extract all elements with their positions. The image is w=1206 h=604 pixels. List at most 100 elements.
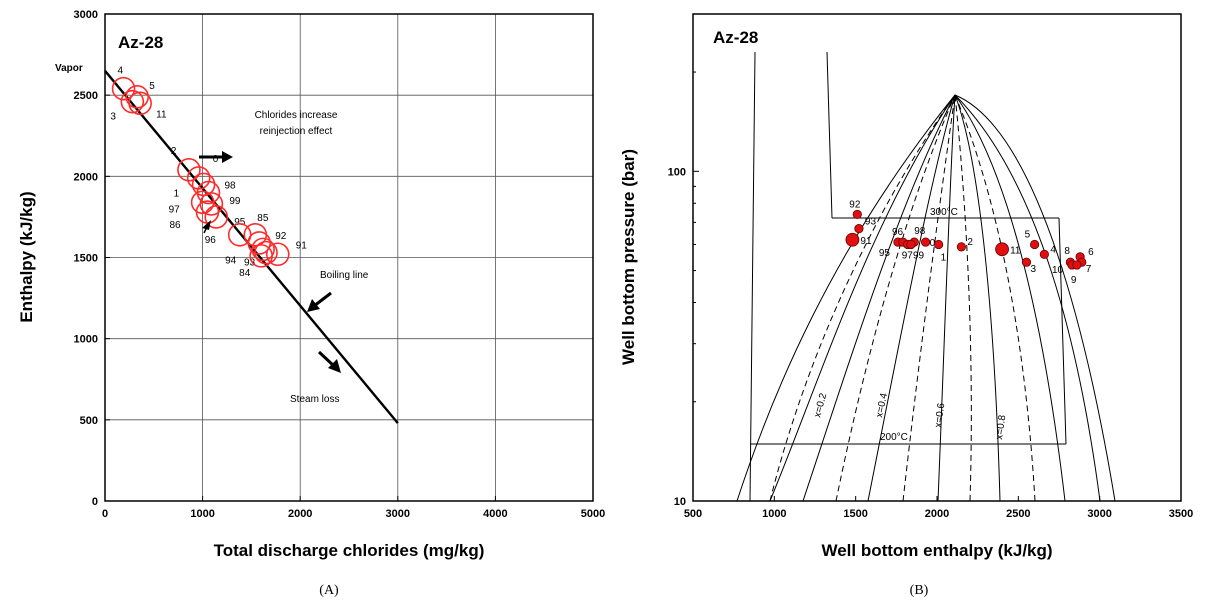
tick-label-x: 3500 — [1169, 508, 1193, 520]
panel-a-ticks: 0 1000 2000 3000 4000 5000 0 500 1000 1500 2000 250… — [74, 9, 606, 520]
saturation-dome — [736, 51, 1116, 502]
point-label-a: 99 — [229, 196, 241, 207]
point-label-a: 1 — [174, 188, 180, 199]
boiling-line-label: Boiling line — [320, 270, 369, 281]
point-label-a: 96 — [205, 235, 217, 246]
panel-a-xlabel: Total discharge chlorides (mg/kg) — [214, 541, 485, 560]
data-point-b — [956, 242, 967, 252]
data-point-b — [1039, 249, 1049, 259]
quality-label-0-6: x=0.6 — [933, 402, 947, 428]
tick-label-y: 1500 — [74, 253, 98, 265]
tick-label-y: 1000 — [74, 334, 98, 346]
tick-label-x: 3000 — [386, 508, 410, 520]
tick-label-y: 500 — [80, 415, 98, 427]
panel-b-xlabel: Well bottom enthalpy (kJ/kg) — [821, 541, 1052, 560]
data-point-a — [249, 244, 273, 268]
tick-label-x: 5000 — [581, 508, 605, 520]
point-label-a: 84 — [239, 268, 251, 279]
point-label-b: 6 — [1088, 247, 1094, 258]
data-point-b — [845, 232, 860, 247]
tick-label-x: 4000 — [483, 508, 507, 520]
point-label-a: 86 — [169, 220, 181, 231]
data-point-a — [111, 76, 136, 101]
point-label-a: 0 — [213, 154, 219, 165]
point-label-b: 0 — [930, 238, 936, 249]
tick-label-x: 2500 — [1006, 508, 1030, 520]
panel-a-points: 4 5 3 11 2 0 1 98 97 99 86 95 85 96 92 94 93 91 84 — [110, 66, 307, 279]
tick-label-y: 100 — [668, 166, 686, 178]
quality-lines — [769, 94, 1036, 502]
point-label-b: 1 — [941, 252, 947, 263]
boiling-line — [104, 70, 399, 424]
data-point-b — [852, 209, 862, 220]
tick-label-y: 2500 — [74, 90, 98, 102]
point-label-a: 95 — [234, 217, 246, 228]
data-point-b — [921, 237, 931, 247]
chlorides-annotation-line2: reinjection effect — [260, 126, 333, 137]
data-point-a — [120, 89, 145, 114]
point-label-b: 2 — [967, 237, 973, 248]
point-label-b: 91 — [860, 236, 872, 247]
data-point-b — [995, 242, 1009, 257]
panel-a: 0 1000 2000 3000 4000 5000 0 500 1000 1500 2000 250… — [17, 9, 605, 598]
panel-b-title: Az-28 — [713, 28, 758, 47]
arrow-right-icon — [199, 151, 233, 163]
data-point-a — [254, 240, 278, 265]
panel-a-grid — [105, 14, 593, 501]
data-point-b — [1072, 260, 1082, 270]
data-point-a — [177, 158, 201, 182]
tick-label-x: 0 — [102, 508, 108, 520]
point-label-b: 99 — [913, 250, 925, 261]
panel-a-ylabel: Enthalpy (kJ/kg) — [17, 191, 36, 322]
point-label-a: 93 — [244, 258, 256, 269]
point-label-b: 8 — [1064, 246, 1070, 257]
tick-label-x: 2000 — [288, 508, 312, 520]
tick-label-y: 10 — [674, 496, 686, 508]
point-label-b: 7 — [1086, 264, 1092, 275]
data-point-a — [204, 205, 229, 229]
tick-label-x: 1000 — [190, 508, 214, 520]
point-label-a: 94 — [225, 255, 237, 266]
point-label-a: 5 — [149, 81, 155, 92]
tick-label-x: 1500 — [843, 508, 867, 520]
point-label-b: 5 — [1025, 229, 1031, 240]
point-label-b: 10 — [1052, 265, 1064, 276]
point-label-a: 4 — [118, 66, 124, 77]
point-label-b: 93 — [865, 217, 877, 228]
isotherm-300-label: 300°C — [930, 207, 958, 218]
quality-label-0-2: x=0.2 — [812, 392, 829, 419]
point-label-b: 11 — [1010, 245, 1021, 256]
point-label-b: 98 — [914, 226, 926, 237]
point-label-b: 3 — [1030, 264, 1036, 275]
data-point-b — [1021, 257, 1032, 267]
vapor-label: Vapor — [55, 63, 83, 74]
tick-label-x: 3000 — [1087, 508, 1111, 520]
point-label-b: 9 — [1071, 275, 1077, 286]
panel-a-caption: (A) — [319, 583, 339, 598]
tick-label-y: 2000 — [74, 171, 98, 183]
tick-label-x: 500 — [684, 508, 702, 520]
data-point-b — [854, 224, 864, 234]
arrow-down-right-icon — [317, 350, 341, 373]
point-label-b: 4 — [1050, 244, 1056, 255]
steam-loss-label: Steam loss — [290, 394, 339, 405]
point-label-b: 97 — [902, 250, 914, 261]
isotherm-200-label: 200°C — [880, 432, 908, 443]
panel-b-ylabel: Well bottom pressure (bar) — [619, 149, 638, 365]
point-label-a: 98 — [224, 181, 236, 192]
point-label-b: 92 — [849, 199, 861, 210]
point-label-a: 85 — [257, 213, 269, 224]
point-label-a: 3 — [110, 112, 116, 123]
data-point-a — [186, 166, 211, 190]
data-point-a — [128, 91, 152, 116]
panel-b-caption: (B) — [910, 583, 929, 598]
point-label-a: 91 — [296, 240, 308, 251]
panel-a-title: Az-28 — [118, 33, 163, 52]
tick-label-x: 1000 — [762, 508, 786, 520]
quality-label-0-4: x=0.4 — [874, 392, 890, 419]
tick-label-y: 3000 — [74, 9, 98, 21]
data-point-a — [265, 242, 290, 267]
